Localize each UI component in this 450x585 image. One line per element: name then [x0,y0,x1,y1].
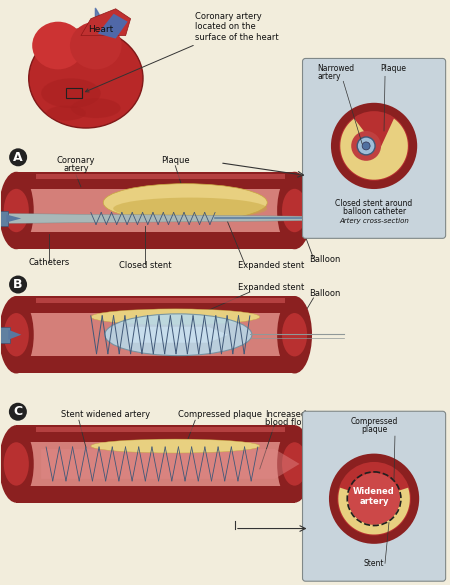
Polygon shape [16,172,295,189]
Polygon shape [16,189,295,232]
Ellipse shape [29,29,143,128]
Ellipse shape [0,172,34,249]
Text: Coronary artery
located on the
surface of the heart: Coronary artery located on the surface o… [86,12,279,92]
Polygon shape [16,486,295,503]
Polygon shape [338,488,410,535]
FancyBboxPatch shape [302,58,446,238]
Text: plaque: plaque [361,425,387,434]
Polygon shape [81,9,130,36]
Ellipse shape [282,189,307,232]
Text: balloon catheter: balloon catheter [342,208,405,216]
Text: Stent widened artery: Stent widened artery [61,410,150,419]
Text: artery: artery [63,164,89,173]
Ellipse shape [277,425,312,503]
Ellipse shape [4,313,29,356]
Text: Coronary: Coronary [57,156,95,165]
Ellipse shape [282,313,307,356]
Text: Plaque: Plaque [161,156,189,165]
Text: Compressed: Compressed [351,417,398,426]
Ellipse shape [41,78,101,108]
Polygon shape [36,298,285,303]
Text: Narrowed: Narrowed [317,64,355,73]
Polygon shape [16,425,295,442]
Ellipse shape [0,425,34,503]
Text: Balloon: Balloon [310,289,341,298]
Text: Artery cross-section: Artery cross-section [339,218,409,225]
Polygon shape [129,327,228,343]
Ellipse shape [4,442,29,486]
Ellipse shape [32,22,84,70]
Polygon shape [9,330,21,340]
Text: Expanded stent: Expanded stent [238,283,304,292]
Ellipse shape [46,106,86,121]
Polygon shape [6,215,21,222]
Text: C: C [14,405,22,418]
Ellipse shape [4,189,29,232]
Text: Closed stent around: Closed stent around [335,198,413,208]
Circle shape [330,455,418,542]
Text: B: B [14,278,23,291]
Text: A: A [14,151,23,164]
Circle shape [348,473,400,525]
Text: artery: artery [317,73,341,81]
Polygon shape [16,232,295,249]
Ellipse shape [105,314,252,356]
Text: Closed stent: Closed stent [119,261,172,270]
Text: Expanded stent: Expanded stent [238,261,304,270]
Circle shape [333,104,416,188]
Ellipse shape [91,439,260,453]
Text: blood flow: blood flow [265,418,308,427]
Ellipse shape [71,98,121,118]
Ellipse shape [277,172,312,249]
Circle shape [351,131,381,161]
Text: Stent: Stent [364,559,384,568]
Polygon shape [16,356,295,373]
Bar [66,88,82,98]
Ellipse shape [70,22,122,70]
Bar [0,327,10,343]
Circle shape [339,111,409,181]
Text: Plaque: Plaque [380,64,406,73]
Polygon shape [0,214,334,223]
Bar [0,211,9,226]
Polygon shape [98,13,128,39]
Polygon shape [340,119,408,180]
Ellipse shape [0,296,34,373]
Polygon shape [36,174,285,178]
Circle shape [338,462,411,535]
FancyBboxPatch shape [302,411,446,581]
Text: artery: artery [359,497,389,505]
Ellipse shape [103,184,267,222]
Circle shape [357,137,375,155]
Text: Widened: Widened [353,487,395,495]
Ellipse shape [277,296,312,373]
Text: Compressed plaque: Compressed plaque [178,410,262,419]
Text: Balloon: Balloon [310,255,341,264]
Circle shape [362,142,370,150]
Polygon shape [16,442,295,486]
Polygon shape [16,313,295,356]
Ellipse shape [113,198,267,219]
Polygon shape [41,449,300,479]
Text: Increased: Increased [265,410,306,419]
Ellipse shape [91,309,260,325]
Ellipse shape [282,442,307,486]
Polygon shape [16,296,295,313]
Polygon shape [36,427,285,432]
Text: Catheters: Catheters [28,258,70,267]
Text: Heart: Heart [88,25,113,33]
